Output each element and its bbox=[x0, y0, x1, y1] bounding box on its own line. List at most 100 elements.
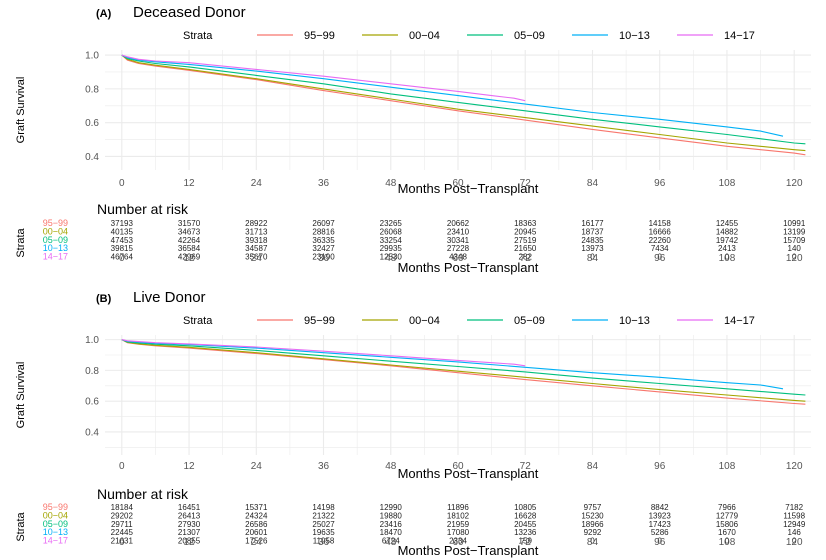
risk-value: 12949 bbox=[783, 520, 806, 529]
risk-value: 17526 bbox=[245, 537, 268, 546]
y-tick-label: 1.0 bbox=[85, 335, 99, 346]
risk-value: 34587 bbox=[245, 244, 268, 253]
risk-value: 0 bbox=[725, 537, 730, 546]
risk-value: 10991 bbox=[783, 219, 806, 228]
risk-x-axis-label: Months Post−Transplant bbox=[398, 260, 539, 275]
x-tick-label: 84 bbox=[587, 178, 599, 189]
risk-value: 21650 bbox=[514, 244, 537, 253]
x-tick-label: 36 bbox=[318, 461, 330, 472]
risk-strata-label: 10−13 bbox=[43, 243, 68, 253]
risk-value: 6724 bbox=[382, 537, 400, 546]
y-tick-label: 1.0 bbox=[85, 51, 99, 62]
risk-value: 27930 bbox=[178, 520, 201, 529]
risk-value: 23416 bbox=[380, 520, 403, 529]
risk-value: 18470 bbox=[380, 528, 403, 537]
risk-strata-label: 14−17 bbox=[43, 252, 68, 262]
risk-table-title: Number at risk bbox=[97, 486, 189, 502]
risk-x-tick-label: 12 bbox=[183, 537, 195, 548]
risk-value: 28816 bbox=[312, 227, 335, 236]
risk-value: 11598 bbox=[783, 511, 805, 520]
y-tick-label: 0.6 bbox=[85, 118, 99, 129]
risk-value: 24324 bbox=[245, 511, 268, 520]
risk-value: 27519 bbox=[514, 236, 537, 245]
legend-title: Strata bbox=[183, 30, 213, 42]
risk-strata-label: 00−04 bbox=[43, 510, 68, 520]
y-tick-label: 0.8 bbox=[85, 366, 99, 377]
risk-value: 42969 bbox=[178, 253, 201, 262]
x-tick-label: 96 bbox=[654, 178, 666, 189]
risk-x-tick-label: 0 bbox=[119, 253, 125, 264]
risk-value: 16177 bbox=[581, 219, 604, 228]
y-tick-label: 0.8 bbox=[85, 84, 99, 95]
x-tick-label: 48 bbox=[385, 178, 397, 189]
risk-value: 18184 bbox=[111, 503, 134, 512]
risk-x-tick-label: 0 bbox=[119, 537, 125, 548]
risk-value: 2334 bbox=[449, 537, 467, 546]
risk-value: 20601 bbox=[245, 528, 268, 537]
risk-value: 13199 bbox=[783, 227, 806, 236]
risk-value: 21631 bbox=[111, 537, 134, 546]
risk-value: 20662 bbox=[447, 219, 470, 228]
risk-value: 24835 bbox=[581, 236, 604, 245]
risk-value: 9292 bbox=[584, 528, 602, 537]
risk-value: 1670 bbox=[718, 528, 736, 537]
legend-label-2: 05−09 bbox=[514, 30, 545, 42]
risk-value: 31570 bbox=[178, 219, 201, 228]
series-line-0 bbox=[121, 54, 806, 156]
risk-x-tick-label: 72 bbox=[520, 537, 532, 548]
risk-value: 21959 bbox=[447, 520, 470, 529]
legend-label-4: 14−17 bbox=[724, 30, 755, 42]
y-tick-label: 0.4 bbox=[85, 427, 99, 438]
legend-title: Strata bbox=[183, 315, 213, 327]
x-tick-label: 72 bbox=[520, 178, 532, 189]
risk-value: 0 bbox=[657, 253, 662, 262]
risk-value: 15709 bbox=[783, 236, 806, 245]
risk-x-tick-label: 108 bbox=[719, 537, 736, 548]
x-tick-label: 0 bbox=[119, 178, 125, 189]
panel-title: Deceased Donor bbox=[133, 4, 246, 21]
risk-value: 16451 bbox=[178, 503, 201, 512]
x-tick-label: 108 bbox=[719, 178, 736, 189]
risk-value: 30341 bbox=[447, 236, 470, 245]
series-line-1 bbox=[121, 54, 806, 152]
x-tick-label: 24 bbox=[251, 178, 263, 189]
risk-x-tick-label: 48 bbox=[385, 253, 397, 264]
risk-value: 7966 bbox=[718, 503, 736, 512]
series-line-3 bbox=[121, 54, 784, 137]
risk-value: 39815 bbox=[111, 244, 134, 253]
x-axis-label: Months Post−Transplant bbox=[398, 181, 539, 196]
risk-value: 12779 bbox=[716, 511, 739, 520]
risk-strata-label: 95−99 bbox=[43, 218, 68, 228]
risk-value: 0 bbox=[657, 537, 662, 546]
risk-strata-label: 10−13 bbox=[43, 527, 68, 537]
risk-value: 22260 bbox=[649, 236, 672, 245]
risk-value: 26413 bbox=[178, 511, 201, 520]
panel-tag: (B) bbox=[96, 293, 112, 305]
risk-value: 19880 bbox=[380, 511, 403, 520]
risk-value: 28922 bbox=[245, 219, 268, 228]
x-tick-label: 60 bbox=[452, 178, 464, 189]
x-axis-label: Months Post−Transplant bbox=[398, 466, 539, 481]
risk-strata-label: 05−09 bbox=[43, 235, 68, 245]
risk-value: 18737 bbox=[581, 227, 604, 236]
legend-label-3: 10−13 bbox=[619, 315, 650, 327]
risk-value: 5286 bbox=[651, 528, 669, 537]
legend-label-1: 00−04 bbox=[409, 30, 440, 42]
risk-value: 36335 bbox=[312, 236, 335, 245]
risk-value: 21322 bbox=[312, 511, 335, 520]
risk-value: 14882 bbox=[716, 227, 739, 236]
legend-label-4: 14−17 bbox=[724, 315, 755, 327]
x-tick-label: 72 bbox=[520, 461, 532, 472]
risk-value: 18966 bbox=[581, 520, 604, 529]
legend-label-0: 95−99 bbox=[304, 30, 335, 42]
x-tick-label: 12 bbox=[183, 461, 195, 472]
risk-value: 15230 bbox=[581, 511, 604, 520]
risk-value: 26097 bbox=[312, 219, 335, 228]
risk-x-tick-label: 12 bbox=[183, 253, 195, 264]
series-line-3 bbox=[121, 339, 784, 390]
risk-value: 19742 bbox=[716, 236, 739, 245]
risk-value: 12530 bbox=[380, 253, 403, 262]
risk-x-tick-label: 60 bbox=[452, 537, 464, 548]
x-tick-label: 24 bbox=[251, 461, 263, 472]
